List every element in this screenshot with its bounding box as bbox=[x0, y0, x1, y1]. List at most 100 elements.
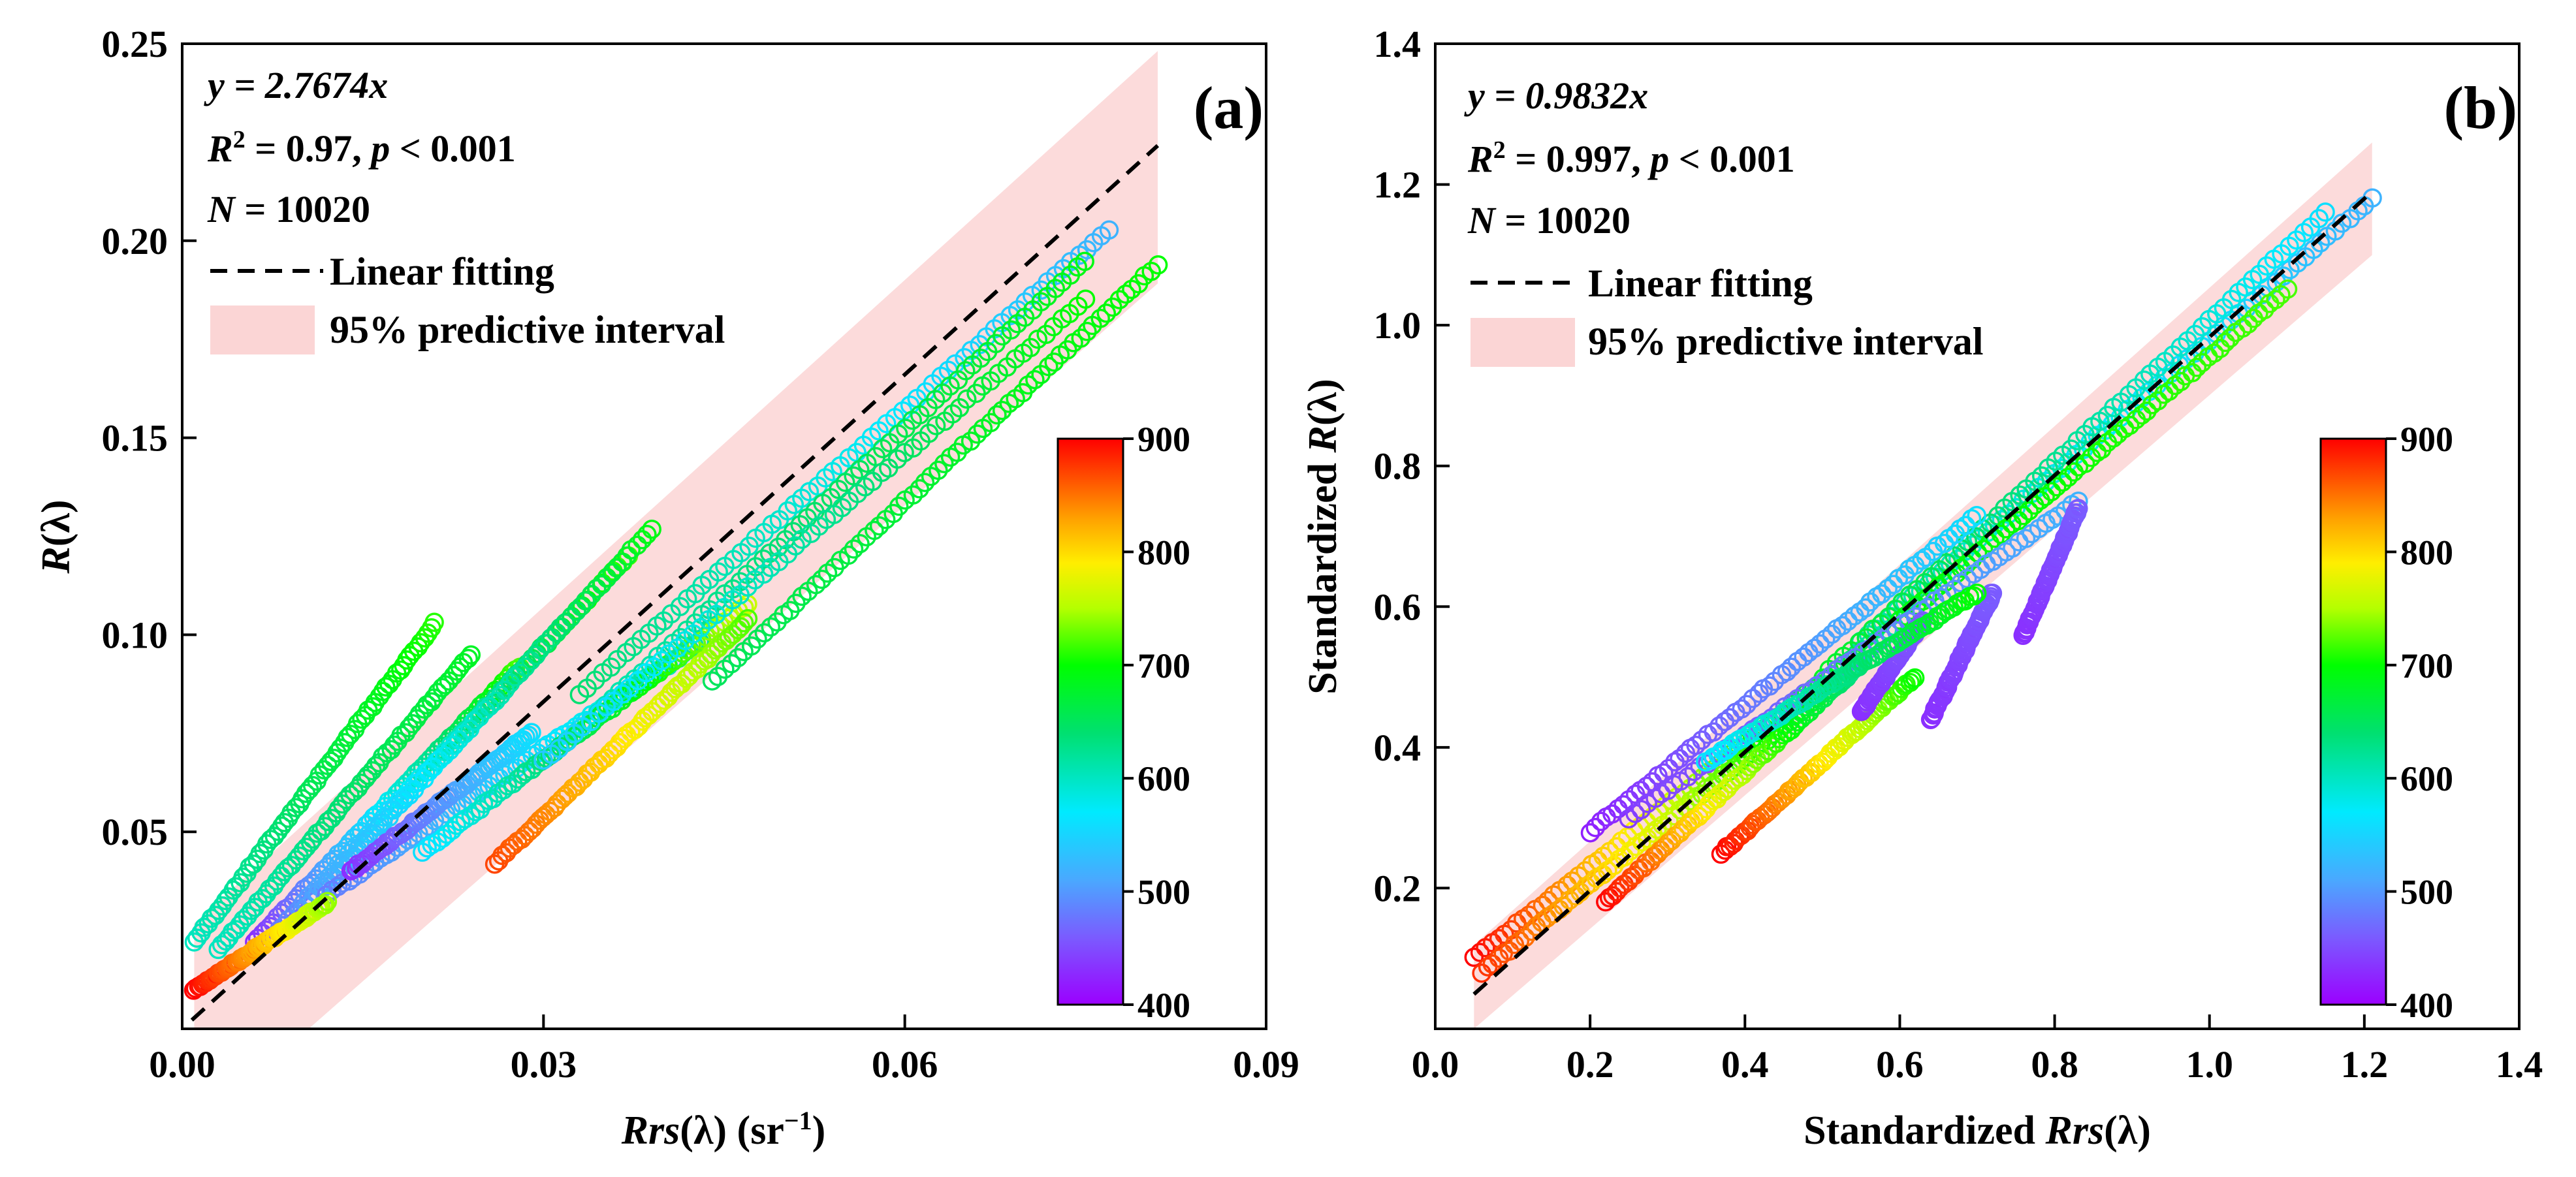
panel-a-fit-line bbox=[190, 144, 1160, 1022]
data-point bbox=[1964, 586, 1984, 606]
data-point bbox=[2010, 485, 2029, 505]
panel-a-plot bbox=[183, 51, 1168, 1029]
data-point bbox=[370, 687, 390, 706]
data-point bbox=[526, 814, 546, 834]
data-point bbox=[2087, 443, 2107, 462]
data-point bbox=[373, 813, 393, 832]
data-point bbox=[552, 789, 572, 809]
data-point bbox=[505, 667, 525, 687]
y-tick-label: 1.2 bbox=[1374, 164, 1422, 206]
data-point bbox=[2137, 401, 2157, 421]
data-point bbox=[515, 657, 535, 677]
data-point bbox=[869, 516, 889, 536]
data-point bbox=[1810, 634, 1830, 654]
data-point bbox=[2009, 510, 2028, 531]
data-point bbox=[1785, 715, 1805, 736]
data-point bbox=[2046, 477, 2067, 497]
y-tick-label: 0.20 bbox=[102, 220, 168, 262]
data-point bbox=[812, 569, 832, 589]
panel-a-x-axis-title: Rrs(λ) (sr−1) bbox=[621, 1106, 826, 1153]
colorbar-tick-label: 800 bbox=[2400, 533, 2453, 572]
data-point bbox=[865, 520, 884, 541]
data-point bbox=[806, 574, 826, 595]
data-point bbox=[1025, 369, 1045, 390]
data-point bbox=[2221, 289, 2242, 309]
data-point bbox=[2315, 202, 2335, 222]
x-tick-label: 1.4 bbox=[2496, 1043, 2543, 1086]
data-point bbox=[971, 348, 991, 368]
data-point bbox=[2013, 506, 2033, 526]
data-point bbox=[1816, 629, 1836, 649]
data-point bbox=[1659, 832, 1679, 853]
data-point bbox=[2233, 318, 2253, 338]
y-tick-label: 0.6 bbox=[1374, 586, 1422, 628]
data-point bbox=[1464, 947, 1484, 967]
data-point bbox=[1743, 689, 1762, 708]
panel-b-equation: y = 0.9832x bbox=[1464, 74, 1648, 117]
data-point bbox=[513, 765, 533, 785]
data-point bbox=[2309, 209, 2329, 228]
data-point bbox=[510, 663, 530, 683]
data-point bbox=[317, 892, 338, 911]
data-point bbox=[592, 574, 612, 595]
data-point bbox=[571, 597, 591, 617]
data-point bbox=[451, 812, 471, 832]
data-point bbox=[429, 750, 449, 770]
data-point bbox=[1489, 948, 1509, 968]
colorbar-tick-label: 700 bbox=[2400, 646, 2453, 685]
data-point bbox=[1850, 602, 1869, 622]
data-point bbox=[394, 790, 414, 809]
data-point bbox=[526, 646, 546, 665]
data-point bbox=[961, 431, 981, 451]
colorbar-tick-label: 600 bbox=[1137, 759, 1190, 798]
y-tick-label: 0.15 bbox=[102, 417, 168, 460]
data-point bbox=[887, 449, 908, 469]
data-point bbox=[2266, 290, 2285, 309]
data-point bbox=[533, 808, 553, 827]
y-tick-label: 1.0 bbox=[1374, 304, 1422, 347]
data-point bbox=[464, 711, 485, 731]
data-point bbox=[384, 735, 404, 755]
data-point bbox=[417, 695, 437, 715]
data-point bbox=[910, 479, 929, 499]
colorbar-tick-label: 400 bbox=[1137, 986, 1190, 1025]
data-point bbox=[250, 843, 270, 864]
panel-a-legend-interval-label: 95% predictive interval bbox=[330, 308, 725, 351]
panel-a: 0.00 0.03 0.06 0.09 0.05 0.10 0.15 0.20 0.25 (a… bbox=[34, 23, 1299, 1153]
colorbar-tick-label: 900 bbox=[1137, 420, 1190, 459]
data-point bbox=[1619, 871, 1638, 891]
data-point bbox=[454, 724, 475, 744]
data-point bbox=[444, 736, 464, 755]
data-point bbox=[2216, 332, 2235, 353]
data-point bbox=[761, 617, 781, 637]
data-point bbox=[2187, 358, 2207, 377]
data-point bbox=[642, 519, 661, 539]
panel-b-colorbar bbox=[2319, 437, 2387, 1006]
panel-b-frame bbox=[1434, 42, 2520, 1030]
data-point bbox=[555, 613, 575, 633]
data-point bbox=[728, 648, 748, 668]
data-point bbox=[1982, 584, 2003, 603]
data-point bbox=[2304, 240, 2323, 259]
panel-b-y-ticks: 0.2 0.4 0.6 0.8 1.0 1.2 1.4 bbox=[1374, 23, 1450, 909]
x-tick-label: 1.2 bbox=[2341, 1043, 2389, 1086]
data-point bbox=[738, 608, 758, 629]
data-point bbox=[1071, 328, 1090, 348]
data-point bbox=[844, 539, 864, 559]
data-point bbox=[2058, 467, 2078, 487]
data-point bbox=[1871, 584, 1892, 604]
data-point bbox=[253, 888, 272, 909]
data-point bbox=[754, 564, 774, 584]
panel-a-r2: R2 = 0.97, p < 0.001 bbox=[207, 126, 516, 170]
data-point bbox=[728, 620, 748, 640]
data-point bbox=[432, 678, 452, 698]
data-point bbox=[589, 703, 609, 723]
data-point bbox=[1001, 320, 1021, 340]
panel-a-equation: y = 2.7674x bbox=[204, 64, 388, 106]
data-point bbox=[1902, 670, 1922, 689]
data-point bbox=[1644, 847, 1664, 866]
data-point bbox=[399, 785, 419, 806]
data-point bbox=[575, 591, 596, 611]
data-point bbox=[628, 535, 647, 555]
